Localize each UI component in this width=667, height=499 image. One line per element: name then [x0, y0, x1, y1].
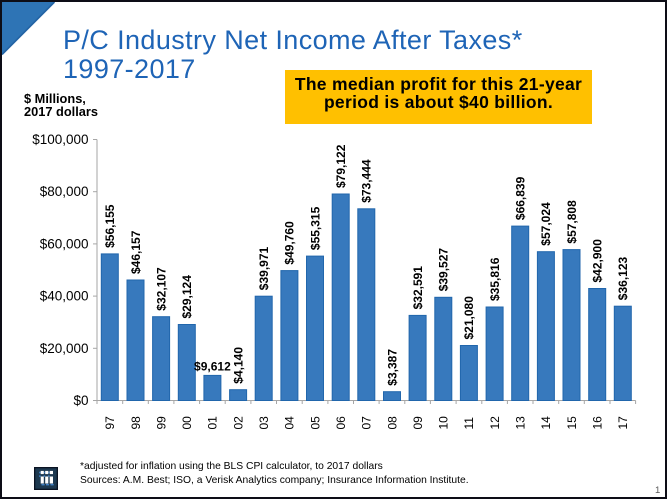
svg-text:$100,000: $100,000	[32, 132, 88, 147]
svg-text:$57,024: $57,024	[539, 202, 553, 246]
svg-text:10: 10	[437, 416, 451, 430]
svg-text:$9,612: $9,612	[194, 359, 231, 373]
svg-text:$0: $0	[73, 393, 88, 408]
svg-text:$60,000: $60,000	[40, 236, 89, 251]
svg-text:$40,000: $40,000	[40, 289, 89, 304]
svg-text:08: 08	[385, 416, 399, 430]
svg-text:07: 07	[360, 416, 374, 430]
svg-text:$29,124: $29,124	[180, 275, 194, 319]
svg-text:$42,900: $42,900	[591, 239, 605, 283]
svg-text:$66,839: $66,839	[514, 176, 528, 220]
svg-text:$32,591: $32,591	[411, 266, 425, 310]
svg-text:$56,155: $56,155	[103, 204, 117, 248]
svg-text:$32,107: $32,107	[154, 267, 168, 311]
svg-text:$46,157: $46,157	[129, 230, 143, 274]
svg-text:98: 98	[129, 416, 143, 430]
svg-text:13: 13	[514, 416, 528, 430]
svg-text:14: 14	[539, 416, 553, 430]
svg-text:97: 97	[103, 416, 117, 430]
svg-text:$21,080: $21,080	[462, 296, 476, 340]
svg-text:12: 12	[488, 416, 502, 430]
svg-text:15: 15	[565, 416, 579, 430]
svg-text:01: 01	[206, 416, 220, 430]
svg-text:$73,444: $73,444	[360, 159, 374, 203]
svg-text:$4,140: $4,140	[231, 347, 245, 384]
svg-text:$79,122: $79,122	[334, 144, 348, 188]
svg-text:05: 05	[308, 416, 322, 430]
svg-text:99: 99	[154, 416, 168, 430]
svg-text:09: 09	[411, 416, 425, 430]
svg-text:03: 03	[257, 416, 271, 430]
svg-text:$80,000: $80,000	[40, 184, 89, 199]
svg-text:17: 17	[616, 416, 630, 430]
svg-text:$57,808: $57,808	[565, 200, 579, 244]
svg-text:$35,816: $35,816	[488, 257, 502, 301]
svg-text:$36,123: $36,123	[616, 256, 630, 300]
svg-text:$55,315: $55,315	[308, 206, 322, 250]
svg-text:$39,971: $39,971	[257, 246, 271, 290]
svg-text:02: 02	[231, 416, 245, 430]
svg-text:04: 04	[283, 416, 297, 430]
svg-text:11: 11	[462, 417, 476, 430]
svg-text:16: 16	[591, 416, 605, 430]
svg-text:$39,527: $39,527	[437, 248, 451, 292]
svg-text:$49,760: $49,760	[283, 221, 297, 265]
svg-text:00: 00	[180, 416, 194, 430]
svg-text:$3,387: $3,387	[385, 349, 399, 386]
svg-text:06: 06	[334, 416, 348, 430]
svg-text:$20,000: $20,000	[40, 341, 89, 356]
